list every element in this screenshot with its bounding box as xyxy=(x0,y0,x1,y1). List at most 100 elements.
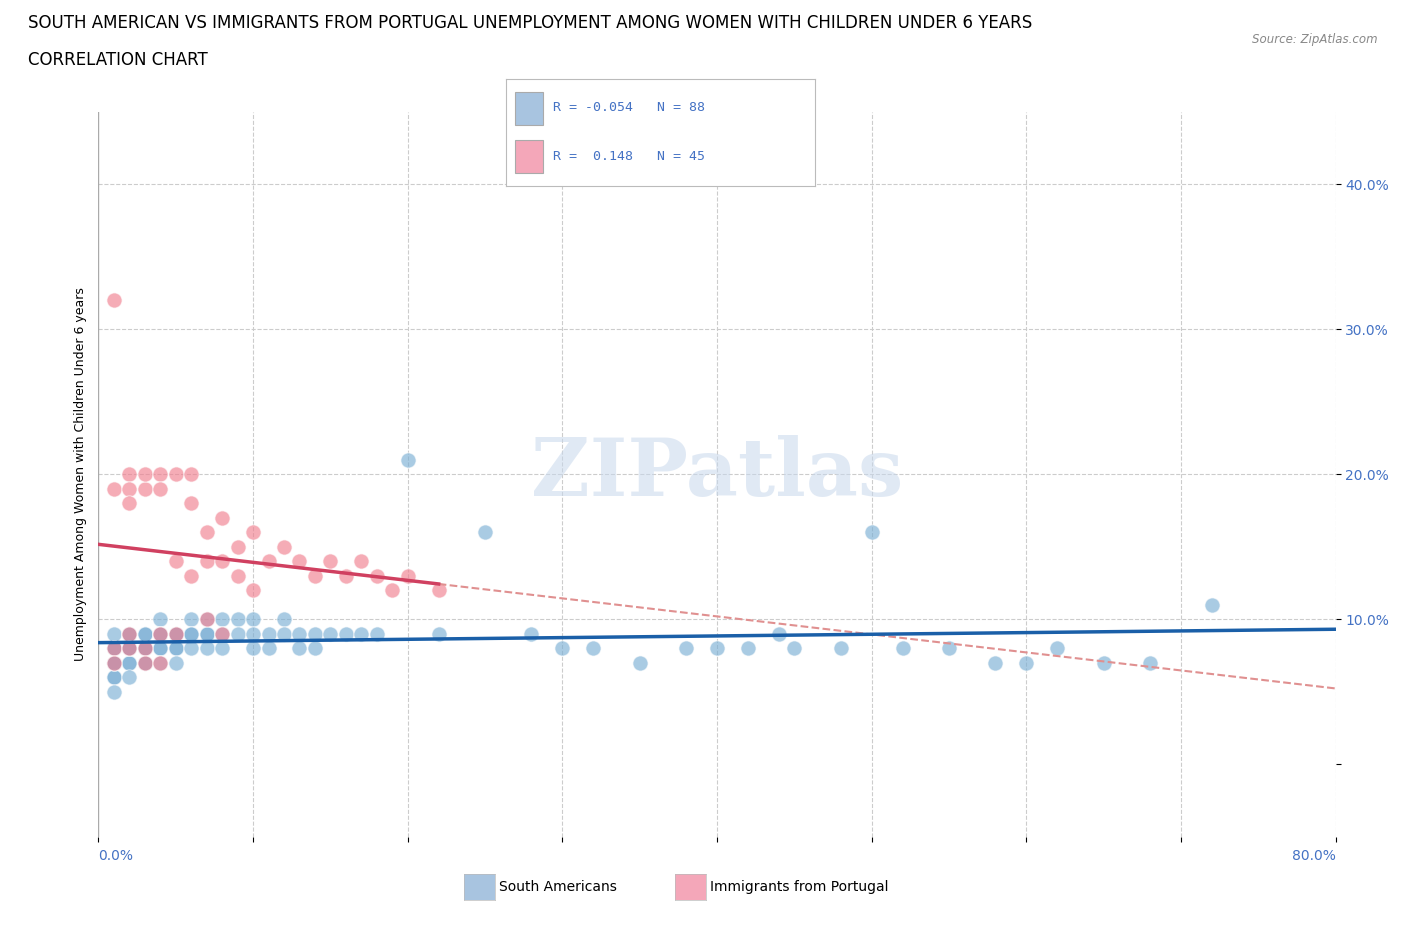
Point xyxy=(149,482,172,497)
Point xyxy=(103,656,125,671)
Point xyxy=(118,670,141,684)
Point xyxy=(149,656,172,671)
Point xyxy=(288,627,311,642)
Point xyxy=(118,627,141,642)
Point xyxy=(350,627,373,642)
Point xyxy=(149,656,172,671)
Point xyxy=(396,568,419,583)
Point xyxy=(1201,597,1223,612)
Point xyxy=(242,641,264,656)
Point xyxy=(134,482,156,497)
Y-axis label: Unemployment Among Women with Children Under 6 years: Unemployment Among Women with Children U… xyxy=(75,287,87,661)
Point xyxy=(257,627,280,642)
Point xyxy=(195,627,218,642)
Point xyxy=(103,482,125,497)
Point xyxy=(1139,656,1161,671)
Point xyxy=(134,627,156,642)
Point xyxy=(165,627,187,642)
Point xyxy=(165,627,187,642)
Point xyxy=(737,641,759,656)
Point xyxy=(165,641,187,656)
Point xyxy=(304,641,326,656)
Point xyxy=(675,641,697,656)
Point xyxy=(103,656,125,671)
Point xyxy=(1092,656,1115,671)
Point xyxy=(427,583,450,598)
Text: CORRELATION CHART: CORRELATION CHART xyxy=(28,51,208,69)
Point xyxy=(366,627,388,642)
Point xyxy=(257,641,280,656)
Point xyxy=(180,496,202,511)
Point xyxy=(149,641,172,656)
Point xyxy=(891,641,914,656)
Point xyxy=(118,467,141,482)
Point xyxy=(984,656,1007,671)
Point xyxy=(242,612,264,627)
Point xyxy=(211,554,233,569)
Point xyxy=(860,525,883,539)
Point xyxy=(226,612,249,627)
Point xyxy=(134,627,156,642)
Point xyxy=(180,568,202,583)
Point xyxy=(165,467,187,482)
Point xyxy=(118,641,141,656)
Point xyxy=(134,641,156,656)
Point xyxy=(103,670,125,684)
Point xyxy=(211,627,233,642)
Point xyxy=(180,467,202,482)
Point xyxy=(427,627,450,642)
Point xyxy=(180,612,202,627)
Point xyxy=(211,627,233,642)
Point xyxy=(211,612,233,627)
Point xyxy=(165,641,187,656)
Text: Source: ZipAtlas.com: Source: ZipAtlas.com xyxy=(1253,33,1378,46)
Point xyxy=(195,627,218,642)
Point xyxy=(118,641,141,656)
Point xyxy=(319,627,342,642)
Point xyxy=(273,539,295,554)
Point xyxy=(103,627,125,642)
Point xyxy=(134,641,156,656)
Point xyxy=(1015,656,1038,671)
Point xyxy=(582,641,605,656)
Text: SOUTH AMERICAN VS IMMIGRANTS FROM PORTUGAL UNEMPLOYMENT AMONG WOMEN WITH CHILDRE: SOUTH AMERICAN VS IMMIGRANTS FROM PORTUG… xyxy=(28,14,1032,32)
Point xyxy=(242,525,264,539)
Point xyxy=(273,612,295,627)
Text: 0.0%: 0.0% xyxy=(98,849,134,863)
Point xyxy=(103,641,125,656)
Text: 80.0%: 80.0% xyxy=(1292,849,1336,863)
Point xyxy=(628,656,651,671)
Point xyxy=(195,612,218,627)
Point xyxy=(288,554,311,569)
Point xyxy=(134,656,156,671)
Point xyxy=(103,670,125,684)
FancyBboxPatch shape xyxy=(516,92,543,125)
Point xyxy=(103,656,125,671)
Point xyxy=(149,627,172,642)
Point xyxy=(195,525,218,539)
Point xyxy=(149,641,172,656)
Point xyxy=(195,641,218,656)
Point xyxy=(366,568,388,583)
Point xyxy=(381,583,404,598)
Point xyxy=(226,539,249,554)
Point xyxy=(118,627,141,642)
Point xyxy=(783,641,806,656)
Point xyxy=(319,554,342,569)
Point xyxy=(149,627,172,642)
Point xyxy=(474,525,496,539)
Point xyxy=(180,627,202,642)
Text: Immigrants from Portugal: Immigrants from Portugal xyxy=(710,880,889,895)
Point xyxy=(768,627,790,642)
Point xyxy=(257,554,280,569)
Point xyxy=(149,627,172,642)
Point xyxy=(118,641,141,656)
Point xyxy=(118,641,141,656)
Point xyxy=(134,656,156,671)
Point xyxy=(1046,641,1069,656)
Point xyxy=(118,496,141,511)
Point xyxy=(288,641,311,656)
Point xyxy=(134,641,156,656)
Point xyxy=(551,641,574,656)
Point xyxy=(118,656,141,671)
